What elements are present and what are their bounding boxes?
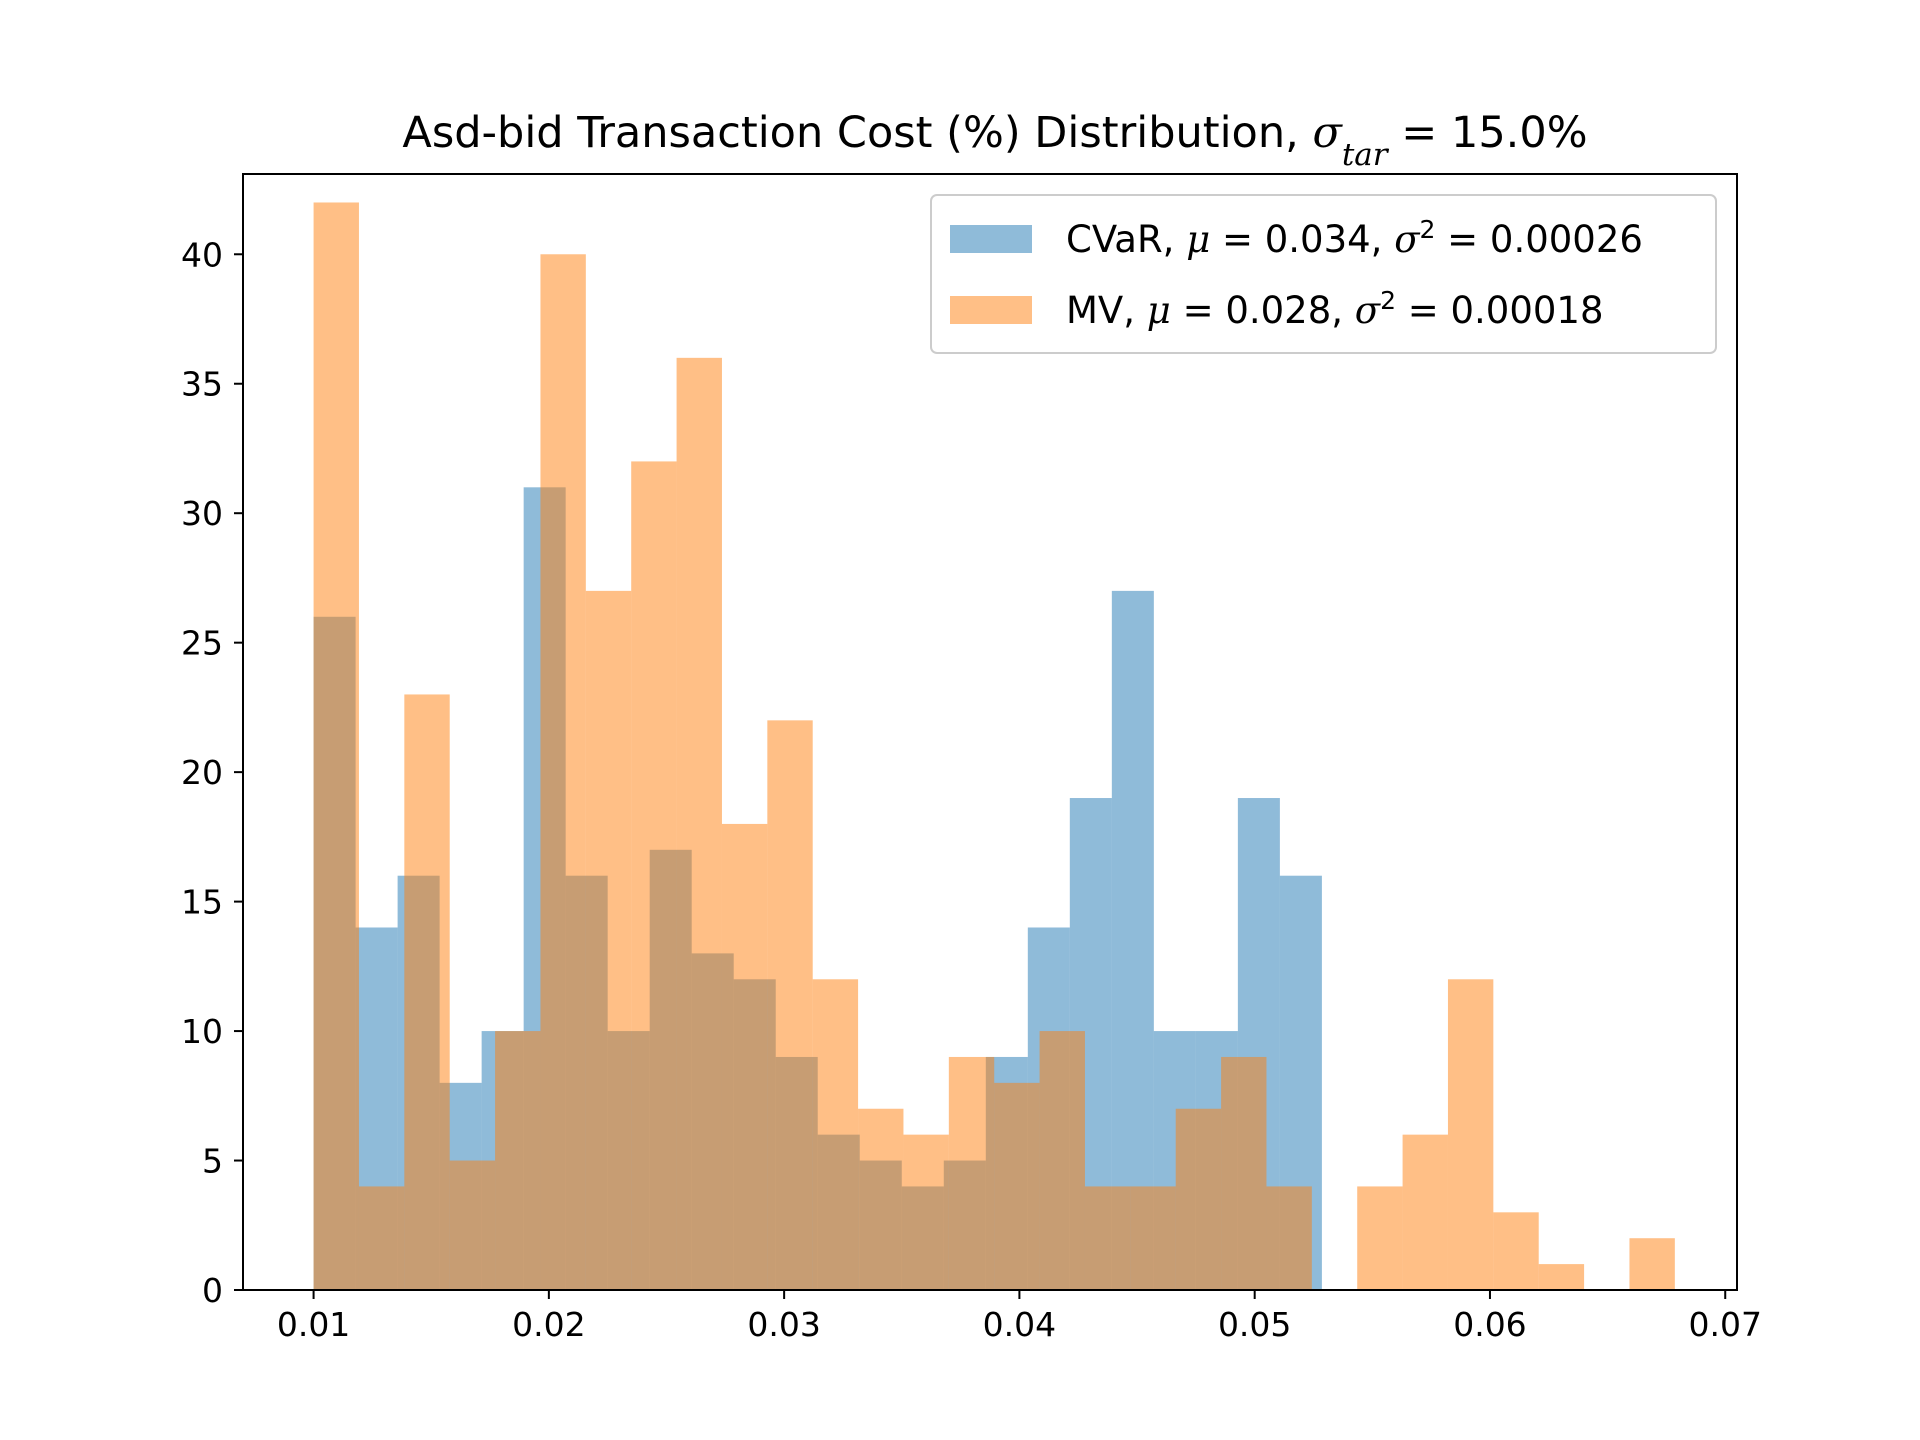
mv-bar [313,202,359,1290]
x-tick-label: 0.06 [1453,1305,1526,1344]
y-tick-label: 40 [181,235,223,274]
mv-bar [903,1134,949,1290]
legend-label-cvar: CVaR, μ = 0.034, σ2 = 0.00026 [1066,215,1643,262]
mv-bar [1175,1108,1222,1290]
y-tick-label: 20 [181,753,223,792]
mv-bar [1039,1031,1085,1290]
x-axis-ticks: 0.01 0.02 0.03 0.04 0.05 0.06 0.07 [277,1290,1762,1344]
x-tick-label: 0.05 [1218,1305,1291,1344]
y-tick-label: 10 [181,1012,223,1051]
mv-bar [1493,1212,1539,1290]
mv-bar [1402,1134,1448,1290]
y-tick-label: 35 [181,365,223,404]
mv-bar [721,823,768,1290]
y-tick-label: 15 [181,883,223,922]
x-tick-label: 0.02 [512,1305,585,1344]
mv-bar [1629,1238,1675,1290]
cvar-bar [1111,590,1154,1290]
x-tick-label: 0.04 [983,1305,1056,1344]
mv-bar [1130,1186,1176,1290]
y-tick-label: 25 [181,624,223,663]
mv-bar [994,1082,1040,1290]
mv-bar [1266,1186,1312,1290]
x-tick-label: 0.07 [1688,1305,1761,1344]
plot-frame [242,173,1738,1291]
mv-bar [1084,1186,1131,1290]
x-tick-label: 0.03 [747,1305,820,1344]
y-axis-ticks: 0 5 10 15 20 25 30 35 40 [181,235,243,1310]
mv-bar [1221,1056,1267,1290]
mv-bar [1357,1186,1403,1290]
mv-bar [631,461,677,1291]
y-tick-label: 5 [202,1142,223,1181]
mv-bar [585,590,632,1290]
mv-bar [358,1186,405,1290]
mv-bar [812,979,859,1290]
mv-bar [540,254,586,1290]
mv-bar [1538,1264,1585,1290]
mv-bar [767,720,813,1290]
mv-bar [404,694,450,1290]
mv-bar [1447,979,1494,1290]
legend-label-mv: MV, μ = 0.028, σ2 = 0.00018 [1066,286,1604,333]
legend-swatch-cvar [950,225,1032,253]
y-tick-label: 0 [202,1271,223,1310]
mv-bar [948,1056,995,1290]
mv-bar [449,1160,496,1290]
mv-bar [495,1031,541,1290]
histogram-bars [313,202,1675,1291]
x-tick-label: 0.01 [277,1305,350,1344]
mv-bar [858,1108,904,1290]
legend: CVaR, μ = 0.034, σ2 = 0.00026 MV, μ = 0.… [930,194,1717,354]
chart-title: Asd-bid Transaction Cost (%) Distributio… [402,108,1587,173]
mv-bar [676,357,722,1290]
legend-frame [930,194,1717,354]
y-tick-label: 30 [181,494,223,533]
legend-swatch-mv [950,296,1032,324]
